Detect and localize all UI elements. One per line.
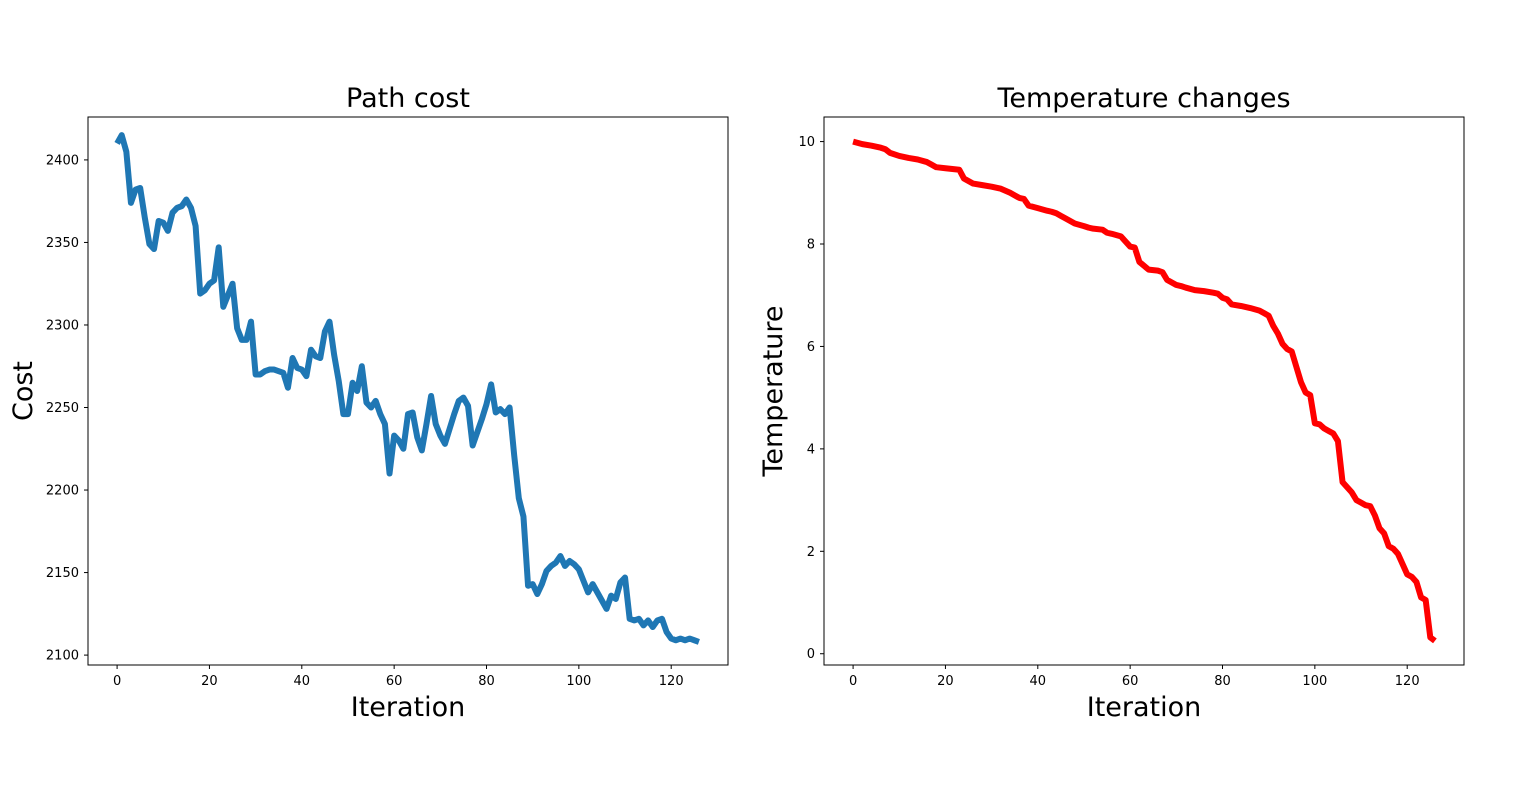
x-tick-label: 100 bbox=[1302, 674, 1327, 689]
x-axis-label: Iteration bbox=[1087, 692, 1202, 723]
plot-area: 0 20 40 60 80 100 120 0 2 4 6 8 10 bbox=[798, 135, 1437, 689]
x-tick-label: 20 bbox=[201, 674, 218, 689]
chart-title: Temperature changes bbox=[996, 83, 1290, 114]
x-tick-label: 60 bbox=[1122, 674, 1139, 689]
y-tick-label: 2400 bbox=[46, 153, 79, 168]
temperature-chart: Temperature changes 0 20 40 60 80 100 120 0 2 4 6 8… bbox=[758, 83, 1465, 723]
y-tick-label: 8 bbox=[807, 238, 815, 253]
y-tick-label: 2250 bbox=[46, 401, 79, 416]
x-tick-label: 0 bbox=[113, 674, 121, 689]
y-tick-label: 2 bbox=[807, 545, 815, 560]
x-tick-label: 60 bbox=[386, 674, 403, 689]
y-axis-label: Temperature bbox=[758, 305, 789, 477]
x-tick-label: 80 bbox=[478, 674, 495, 689]
y-tick-label: 2200 bbox=[46, 484, 79, 499]
y-tick-label: 2150 bbox=[46, 566, 79, 581]
chart-title: Path cost bbox=[346, 83, 470, 114]
y-tick-label: 10 bbox=[798, 135, 815, 150]
y-tick-label: 2350 bbox=[46, 236, 79, 251]
x-tick-label: 120 bbox=[1395, 674, 1420, 689]
x-tick-label: 100 bbox=[566, 674, 591, 689]
y-tick-label: 2100 bbox=[46, 649, 79, 664]
x-tick-label: 20 bbox=[937, 674, 954, 689]
axes-frame bbox=[823, 116, 1465, 666]
y-tick-label: 0 bbox=[807, 647, 815, 662]
x-tick-label: 40 bbox=[1030, 674, 1047, 689]
plot-area: 0 20 40 60 80 100 120 2100 2150 2200 2250 2300 2350 2… bbox=[46, 132, 700, 689]
x-tick-label: 120 bbox=[659, 674, 684, 689]
axes-frame bbox=[87, 116, 729, 666]
path-cost-chart: Path cost 0 20 40 60 80 100 120 2100 2150 2200 225… bbox=[8, 83, 729, 723]
series-line bbox=[114, 132, 700, 645]
x-tick-label: 40 bbox=[294, 674, 311, 689]
series-line bbox=[852, 138, 1437, 644]
y-tick-label: 4 bbox=[807, 442, 815, 457]
y-tick-label: 6 bbox=[807, 340, 815, 355]
x-axis-label: Iteration bbox=[351, 692, 466, 723]
x-tick-label: 0 bbox=[849, 674, 857, 689]
y-tick-label: 2300 bbox=[46, 318, 79, 333]
y-axis-label: Cost bbox=[8, 361, 39, 421]
x-tick-label: 80 bbox=[1214, 674, 1231, 689]
